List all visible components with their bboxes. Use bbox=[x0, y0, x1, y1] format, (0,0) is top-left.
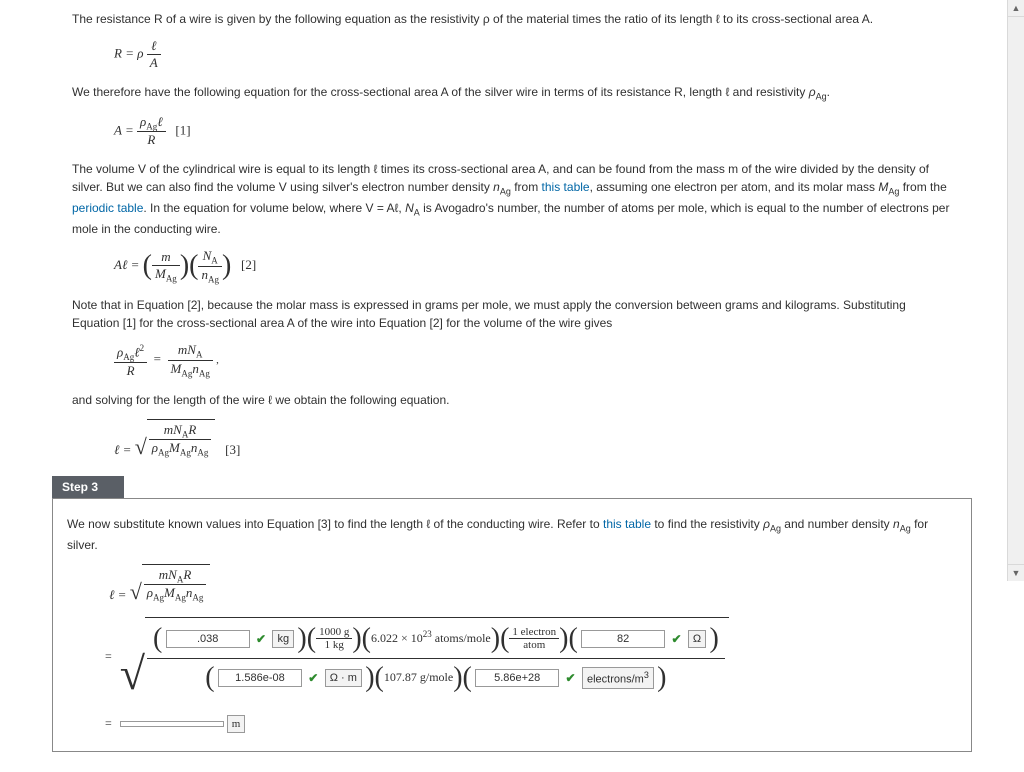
unit-kg: kg bbox=[272, 630, 294, 648]
check-icon: ✔ bbox=[566, 671, 576, 685]
sqrt-icon: √ mNAR ρAgMAgnAg bbox=[135, 419, 216, 458]
eq-tag-3: [3] bbox=[225, 442, 240, 457]
scroll-up-icon[interactable]: ▲ bbox=[1008, 0, 1024, 17]
equation-length-repeat: ℓ = √ mNAR ρAgMAgnAg bbox=[109, 564, 957, 603]
left-paren-icon: ( bbox=[500, 623, 509, 654]
left-paren-icon: ( bbox=[568, 623, 577, 654]
mass-input[interactable]: .038 bbox=[166, 630, 250, 648]
paragraph-solve: and solving for the length of the wire ℓ… bbox=[72, 391, 952, 409]
eq-tag-1: [1] bbox=[175, 122, 190, 137]
check-icon: ✔ bbox=[671, 632, 681, 646]
left-paren-icon: ( bbox=[362, 623, 371, 654]
substitution-row: = √ ( .038 ✔ kg )(1000 g1 kg)(6.022 × 10… bbox=[105, 617, 957, 697]
step3-paragraph: We now substitute known values into Equa… bbox=[67, 515, 957, 554]
eq-lhs: R = ρ bbox=[114, 45, 143, 60]
right-paren-icon: ) bbox=[657, 662, 666, 693]
right-paren-icon: ) bbox=[559, 623, 568, 654]
equation-resistance: R = ρ ℓ A bbox=[114, 38, 952, 71]
left-paren-icon: ( bbox=[153, 623, 162, 654]
eq-tag-2: [2] bbox=[241, 257, 256, 272]
right-paren-icon: ) bbox=[352, 623, 361, 654]
equation-length: ℓ = √ mNAR ρAgMAgnAg [3] bbox=[114, 419, 952, 458]
number-density-input[interactable]: 5.86e+28 bbox=[475, 669, 559, 687]
result-row: = m bbox=[105, 715, 957, 733]
step-header: Step 3 bbox=[52, 476, 124, 498]
paragraph-substitute: Note that in Equation [2], because the m… bbox=[72, 296, 952, 332]
right-paren-icon: ) bbox=[297, 623, 306, 654]
check-icon: ✔ bbox=[256, 632, 266, 646]
scroll-down-icon[interactable]: ▼ bbox=[1008, 564, 1024, 581]
right-paren-icon: ) bbox=[365, 662, 374, 693]
left-paren-icon: ( bbox=[143, 250, 152, 281]
left-paren-icon: ( bbox=[307, 623, 316, 654]
equation-area: A = ρAgℓ R [1] bbox=[114, 114, 952, 149]
paragraph-volume: The volume V of the cylindrical wire is … bbox=[72, 160, 952, 238]
check-icon: ✔ bbox=[308, 671, 318, 685]
link-table-2[interactable]: this table bbox=[603, 517, 651, 531]
unit-ohm: Ω bbox=[688, 630, 706, 648]
paragraph-area: We therefore have the following equation… bbox=[72, 83, 952, 104]
left-paren-icon: ( bbox=[375, 662, 384, 693]
resistivity-input[interactable]: 1.586e-08 bbox=[218, 669, 302, 687]
left-paren-icon: ( bbox=[205, 662, 214, 693]
unit-ohm-m: Ω · m bbox=[325, 669, 362, 687]
resistance-input[interactable]: 82 bbox=[581, 630, 665, 648]
vertical-scrollbar[interactable]: ▲ ▼ bbox=[1007, 0, 1024, 581]
link-periodic-table[interactable]: periodic table bbox=[72, 201, 143, 215]
unit-electrons-m3: electrons/m3 bbox=[582, 667, 654, 689]
right-paren-icon: ) bbox=[709, 623, 718, 654]
right-paren-icon: ) bbox=[491, 623, 500, 654]
step-3-box: We now substitute known values into Equa… bbox=[52, 498, 972, 752]
sqrt-icon: √ mNAR ρAgMAgnAg bbox=[130, 564, 211, 603]
paragraph-resistance: The resistance R of a wire is given by t… bbox=[72, 10, 952, 28]
left-paren-icon: ( bbox=[189, 250, 198, 281]
unit-m: m bbox=[227, 715, 246, 733]
length-result-input[interactable] bbox=[120, 721, 224, 727]
content-area: The resistance R of a wire is given by t… bbox=[12, 0, 1012, 772]
left-paren-icon: ( bbox=[463, 662, 472, 693]
link-table-1[interactable]: this table bbox=[542, 180, 590, 194]
fraction-area: ρAgℓ R bbox=[137, 114, 166, 149]
equation-volume: Aℓ = ( m MAg )( NA nAg ) [2] bbox=[114, 248, 952, 284]
right-paren-icon: ) bbox=[453, 662, 462, 693]
right-paren-icon: ) bbox=[222, 250, 231, 281]
fraction-l-over-a: ℓ A bbox=[147, 38, 161, 71]
equation-substitute: ρAgℓ2 R = mNA MAgnAg , bbox=[114, 342, 952, 378]
right-paren-icon: ) bbox=[180, 250, 189, 281]
sqrt-icon: √ ( .038 ✔ kg )(1000 g1 kg)(6.022 × 1023… bbox=[120, 617, 729, 697]
